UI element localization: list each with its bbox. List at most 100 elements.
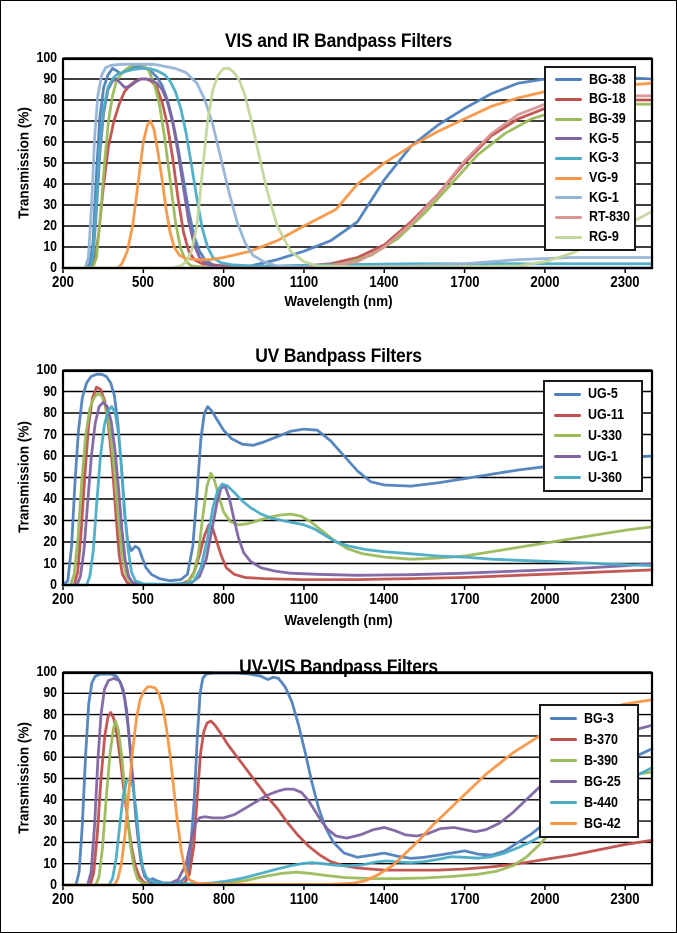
y-tick-label: 30 (43, 511, 57, 529)
x-tick-label: 1100 (289, 591, 319, 608)
legend-item: B-390 (541, 753, 637, 769)
y-tick-label: 80 (43, 705, 57, 723)
y-tick-label: 100 (36, 49, 57, 66)
legend-line-swatch (555, 97, 582, 101)
y-tick-label: 60 (43, 133, 57, 150)
legend-line-swatch (555, 78, 582, 82)
legend-line-swatch (555, 196, 582, 200)
legend-item: KG-1 (546, 190, 634, 206)
legend-item: B-370 (541, 732, 637, 748)
series-BG-39 (61, 62, 654, 270)
series-KG-3 (61, 67, 654, 270)
x-tick-label: 2000 (530, 591, 560, 608)
x-tick-label: 200 (52, 891, 74, 908)
legend: BG-3 B-370 B-390 BG-25 B-440 BG-42 (539, 704, 639, 838)
y-tick-label: 40 (43, 790, 57, 808)
y-tick-label: 30 (43, 812, 57, 830)
y-tick-label: 100 (36, 663, 57, 680)
legend-item: VG-9 (546, 170, 634, 186)
legend-item: BG-42 (541, 816, 637, 832)
x-tick-label: 500 (132, 591, 155, 608)
legend-label: UG-11 (588, 407, 625, 424)
y-tick-label: 60 (43, 447, 57, 464)
series-BG-18 (61, 77, 654, 270)
series-UG-1 (61, 400, 654, 587)
series-BG-25 (61, 677, 654, 887)
y-tick-label: 70 (43, 112, 57, 129)
legend-item: BG-39 (546, 111, 634, 127)
legend-label: BG-18 (589, 91, 626, 108)
legend-item: RT-830 (546, 209, 634, 225)
y-tick-label: 20 (43, 217, 57, 234)
legend-line-swatch (550, 717, 577, 720)
legend-line-swatch (550, 738, 577, 741)
legend: UG-5 UG-11 U-330 UG-1 U-360 (543, 380, 643, 492)
y-tick-label: 20 (43, 833, 57, 851)
x-tick-label: 200 (52, 591, 74, 608)
legend-label: BG-42 (584, 815, 621, 832)
chart-title: UV Bandpass Filters (255, 345, 422, 367)
legend-item: BG-3 (541, 711, 637, 727)
legend-label: U-360 (588, 469, 622, 486)
legend-label: BG-38 (589, 71, 626, 88)
legend: BG-38 BG-18 BG-39 KG-5 KG-3 VG-9 KG-1 RT-830 RG-… (544, 66, 636, 251)
legend-item: BG-38 (546, 72, 634, 88)
legend-label: BG-39 (589, 111, 626, 128)
y-tick-label: 50 (43, 154, 57, 171)
legend-label: BG-25 (584, 773, 621, 790)
x-axis-label: Wavelength (nm) (284, 293, 393, 310)
legend-item: U-330 (545, 428, 641, 444)
series-BG-42 (61, 685, 654, 887)
x-tick-label: 1700 (449, 891, 480, 908)
legend-label: KG-3 (589, 150, 619, 167)
x-tick-label: 1700 (449, 591, 480, 608)
series-VG-9 (61, 81, 654, 270)
x-tick-label: 1700 (449, 274, 480, 291)
y-tick-label: 10 (43, 554, 57, 572)
legend-line-swatch (555, 176, 582, 180)
series-B-440 (61, 766, 654, 887)
legend-line-swatch (554, 476, 581, 480)
legend-line-swatch (550, 780, 577, 783)
legend-line-swatch (555, 215, 582, 219)
legend-label: B-370 (584, 731, 618, 748)
x-tick-label: 200 (52, 274, 74, 291)
y-tick-label: 10 (43, 854, 57, 872)
y-tick-label: 40 (43, 490, 57, 507)
y-tick-label: 20 (43, 533, 57, 550)
legend-item: UG-1 (545, 449, 641, 465)
legend-label: KG-5 (589, 130, 619, 147)
legend-line-swatch (554, 455, 581, 459)
legend-label: RT-830 (589, 209, 630, 226)
y-tick-label: 0 (50, 576, 57, 593)
plot-border (61, 57, 654, 270)
plot-border (61, 671, 654, 887)
legend-label: RG-9 (589, 229, 619, 246)
x-tick-label: 2300 (610, 274, 640, 291)
legend-item: BG-25 (541, 774, 637, 790)
legend-item: BG-18 (546, 91, 634, 107)
x-tick-label: 800 (212, 891, 235, 908)
plot-border (61, 369, 654, 587)
legend-label: B-440 (584, 794, 618, 811)
legend-label: VG-9 (589, 170, 619, 187)
x-tick-label: 500 (132, 274, 155, 291)
legend-item: KG-5 (546, 131, 634, 147)
y-tick-label: 0 (50, 876, 57, 893)
legend-item: RG-9 (546, 229, 634, 245)
x-tick-label: 500 (132, 891, 155, 908)
series-UG-5 (61, 372, 654, 587)
legend-line-swatch (555, 235, 582, 239)
series-U-360 (61, 405, 654, 587)
legend-line-swatch (554, 434, 581, 438)
legend-label: UG-1 (588, 448, 618, 465)
y-tick-label: 40 (43, 175, 57, 192)
y-tick-label: 70 (43, 726, 57, 744)
legend-item: B-440 (541, 795, 637, 811)
y-tick-label: 60 (43, 748, 57, 766)
x-tick-label: 800 (212, 274, 235, 291)
legend-line-swatch (555, 117, 582, 121)
legend-item: UG-11 (545, 407, 641, 423)
series-RG-9 (61, 67, 654, 270)
